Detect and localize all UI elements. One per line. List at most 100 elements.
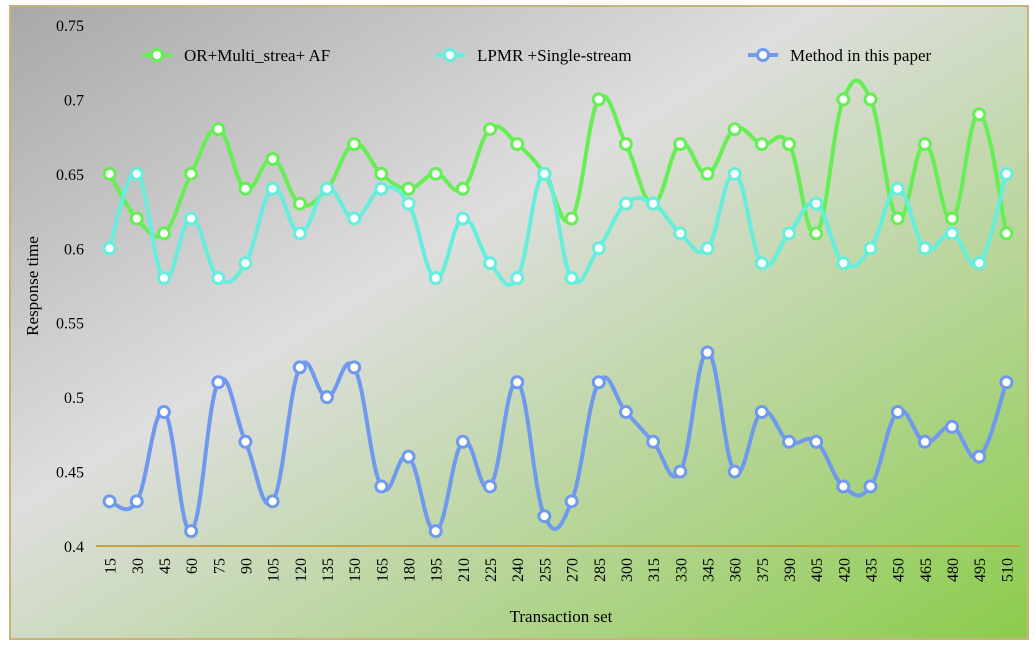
data-point — [754, 256, 769, 271]
data-point — [863, 479, 878, 494]
data-point — [673, 464, 688, 479]
data-point — [700, 241, 715, 256]
x-tick-label: 225 — [483, 558, 500, 582]
data-point — [564, 271, 579, 286]
data-point — [917, 137, 932, 152]
data-point — [836, 256, 851, 271]
data-point — [618, 196, 633, 211]
data-point — [156, 405, 171, 420]
x-axis-ticks: 15 30 45 60 75 90 105 120 135 150 165 180 195 210 225 2… — [103, 558, 1017, 582]
legend-label: LPMR +Single-stream — [477, 46, 632, 65]
data-point — [646, 434, 661, 449]
data-point — [320, 181, 334, 196]
chart-background — [9, 5, 1029, 640]
data-point — [673, 137, 688, 152]
x-tick-label: 135 — [320, 558, 337, 582]
data-point — [700, 345, 715, 360]
legend-label: OR+Multi_strea+ AF — [184, 46, 330, 65]
data-point — [265, 151, 280, 166]
data-point — [727, 122, 742, 137]
data-point — [238, 434, 253, 449]
data-point — [483, 479, 498, 494]
y-axis-ticks: 0.4 0.45 0.5 0.55 0.6 0.65 0.7 0.75 — [56, 18, 84, 556]
legend-marker — [756, 48, 770, 62]
data-point — [564, 494, 579, 509]
data-point — [727, 464, 742, 479]
data-point — [782, 434, 796, 449]
x-tick-label: 180 — [402, 558, 419, 582]
x-tick-label: 330 — [673, 558, 690, 582]
data-point — [863, 241, 878, 256]
data-point — [211, 271, 226, 286]
data-point — [211, 122, 226, 137]
x-tick-label: 420 — [836, 558, 853, 582]
data-point — [999, 226, 1014, 241]
data-point — [129, 211, 144, 226]
x-tick-label: 120 — [293, 558, 310, 582]
data-point — [401, 449, 416, 464]
data-point — [945, 226, 960, 241]
data-point — [428, 166, 443, 181]
data-point — [455, 211, 470, 226]
x-tick-label: 195 — [429, 558, 446, 582]
legend-item: OR+Multi_strea+ AF — [142, 46, 330, 65]
x-tick-label: 90 — [238, 558, 255, 574]
x-tick-label: 30 — [130, 558, 147, 574]
legend: OR+Multi_strea+ AF LPMR +Single-stream Met… — [142, 46, 932, 65]
y-tick-label: 0.45 — [56, 465, 84, 482]
data-point — [972, 107, 987, 122]
legend-item: Method in this paper — [748, 46, 932, 65]
x-tick-label: 375 — [755, 558, 772, 582]
x-tick-label: 480 — [945, 558, 962, 582]
data-point — [836, 92, 851, 107]
data-point — [347, 137, 362, 152]
y-tick-label: 0.55 — [56, 316, 84, 333]
data-point — [782, 137, 796, 152]
data-point — [537, 509, 552, 524]
data-point — [618, 405, 633, 420]
data-point — [292, 360, 307, 375]
data-point — [483, 122, 498, 137]
data-point — [646, 196, 661, 211]
data-point — [265, 494, 280, 509]
x-tick-label: 405 — [809, 558, 826, 582]
legend-marker — [443, 48, 457, 62]
y-axis-title: Response time — [23, 236, 42, 336]
series-3 — [102, 345, 1014, 539]
data-point — [782, 226, 796, 241]
data-point — [700, 166, 715, 181]
data-point — [999, 166, 1014, 181]
data-point — [238, 181, 253, 196]
data-point — [754, 137, 769, 152]
data-point — [292, 226, 307, 241]
data-point — [374, 479, 389, 494]
data-point — [917, 434, 932, 449]
y-tick-label: 0.65 — [56, 167, 84, 184]
data-point — [455, 181, 470, 196]
x-tick-label: 240 — [510, 558, 527, 582]
x-tick-label: 360 — [728, 558, 745, 582]
data-point — [999, 375, 1014, 390]
data-point — [591, 375, 606, 390]
x-tick-label: 300 — [619, 558, 636, 582]
x-tick-label: 285 — [592, 558, 609, 582]
x-tick-label: 435 — [864, 558, 881, 582]
data-point — [890, 405, 905, 420]
data-point — [673, 226, 688, 241]
data-point — [510, 375, 525, 390]
data-point — [945, 419, 960, 434]
x-tick-label: 60 — [184, 558, 201, 574]
x-tick-label: 315 — [646, 558, 663, 582]
x-tick-label: 450 — [891, 558, 908, 582]
data-point — [292, 196, 307, 211]
x-tick-label: 390 — [782, 558, 799, 582]
x-axis-title: Transaction set — [510, 607, 613, 626]
x-tick-label: 105 — [266, 558, 283, 582]
data-point — [917, 241, 932, 256]
data-point — [428, 524, 443, 539]
data-point — [972, 256, 987, 271]
data-point — [320, 390, 334, 405]
data-point — [102, 494, 117, 509]
data-point — [809, 196, 824, 211]
